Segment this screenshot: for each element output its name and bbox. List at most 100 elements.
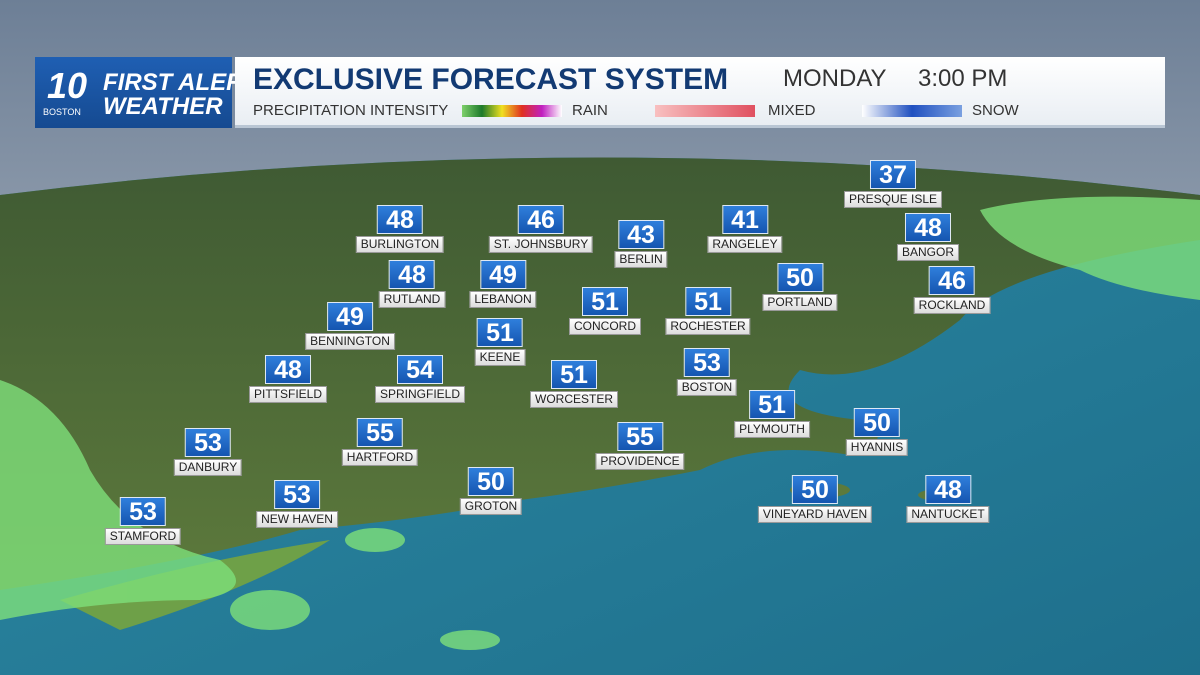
city-marker: 53 STAMFORD [104, 497, 182, 545]
city-marker: 37 PRESQUE ISLE [843, 160, 943, 208]
city-name: PORTLAND [762, 294, 838, 311]
city-marker: 53 NEW HAVEN [256, 480, 338, 528]
city-name: BOSTON [676, 379, 738, 396]
city-marker: 48 PITTSFIELD [248, 355, 328, 403]
city-temp: 46 [929, 266, 975, 295]
logo-number: 10 [47, 65, 88, 106]
city-marker: 51 WORCESTER [530, 360, 618, 408]
city-marker: 50 GROTON [459, 467, 523, 515]
city-name: RUTLAND [378, 291, 446, 308]
city-temp: 41 [721, 205, 768, 234]
city-temp: 50 [776, 263, 823, 292]
city-temp: 48 [264, 355, 311, 384]
city-marker: 55 PROVIDENCE [595, 422, 685, 470]
city-temp: 55 [616, 422, 663, 451]
city-temp: 51 [477, 318, 523, 347]
city-temp: 49 [479, 260, 526, 289]
city-temp: 50 [853, 408, 900, 437]
rain-swatch [462, 105, 562, 117]
legend-item: MIXED [768, 102, 816, 119]
city-temp: 51 [582, 287, 628, 316]
city-marker: 51 ROCHESTER [665, 287, 751, 335]
city-name: VINEYARD HAVEN [757, 506, 873, 523]
city-marker: 48 RUTLAND [378, 260, 446, 308]
city-name: PITTSFIELD [248, 386, 328, 403]
city-temp: 51 [551, 360, 597, 389]
city-name: BENNINGTON [305, 333, 395, 350]
city-name: SPRINGFIELD [374, 386, 466, 403]
legend-label: PRECIPITATION INTENSITY [253, 102, 449, 119]
day: MONDAY [783, 65, 887, 92]
city-name: BURLINGTON [355, 236, 445, 253]
city-marker: 49 LEBANON [469, 260, 537, 308]
legend-item: RAIN [572, 102, 608, 119]
city-name: KEENE [474, 349, 526, 366]
city-name: RANGELEY [707, 236, 783, 253]
city-name: HARTFORD [341, 449, 419, 466]
city-name: WORCESTER [530, 391, 618, 408]
city-temp: 50 [792, 475, 838, 504]
city-marker: 51 KEENE [474, 318, 526, 366]
city-marker: 48 BANGOR [896, 213, 960, 261]
logo-line1: FIRST ALERT [103, 69, 258, 96]
city-temp: 48 [377, 205, 423, 234]
city-temp: 50 [467, 467, 514, 496]
logo-line2: WEATHER [103, 93, 223, 120]
snow-swatch [862, 105, 962, 117]
city-marker: 55 HARTFORD [341, 418, 419, 466]
city-temp: 48 [388, 260, 435, 289]
city-marker: 50 HYANNIS [845, 408, 909, 456]
city-marker: 54 SPRINGFIELD [374, 355, 466, 403]
city-temp: 48 [925, 475, 971, 504]
city-name: PLYMOUTH [734, 421, 810, 438]
city-temp: 54 [396, 355, 443, 384]
city-marker: 50 VINEYARD HAVEN [757, 475, 873, 523]
city-name: ROCKLAND [913, 297, 991, 314]
city-marker: 53 BOSTON [676, 348, 738, 396]
city-marker: 48 BURLINGTON [355, 205, 445, 253]
city-name: NANTUCKET [906, 506, 990, 523]
station-logo: 10 BOSTON FIRST ALERT WEATHER [35, 57, 258, 128]
city-name: BERLIN [614, 251, 668, 268]
city-marker: 50 PORTLAND [762, 263, 838, 311]
city-temp: 49 [326, 302, 373, 331]
city-name: NEW HAVEN [256, 511, 338, 528]
city-name: GROTON [459, 498, 523, 515]
city-name: PROVIDENCE [595, 453, 685, 470]
city-name: ST. JOHNSBURY [488, 236, 594, 253]
city-temp: 53 [273, 480, 320, 509]
city-marker: 53 DANBURY [173, 428, 243, 476]
mixed-swatch [655, 105, 755, 117]
city-marker: 48 NANTUCKET [906, 475, 990, 523]
city-marker: 51 CONCORD [569, 287, 641, 335]
city-temp: 53 [119, 497, 166, 526]
city-temp: 48 [904, 213, 951, 242]
city-name: HYANNIS [845, 439, 909, 456]
header-bar: EXCLUSIVE FORECAST SYSTEM MONDAY 3:00 PM… [235, 57, 1165, 128]
city-name: ROCHESTER [665, 318, 751, 335]
city-temp: 55 [356, 418, 403, 447]
city-temp: 53 [185, 428, 231, 457]
city-name: DANBURY [173, 459, 243, 476]
legend-item: SNOW [972, 102, 1019, 119]
city-temp: 46 [518, 205, 564, 234]
city-temp: 37 [870, 160, 916, 189]
time: 3:00 PM [918, 65, 1008, 92]
city-name: PRESQUE ISLE [843, 191, 943, 208]
city-name: STAMFORD [104, 528, 182, 545]
city-temp: 53 [684, 348, 730, 377]
city-marker: 46 ST. JOHNSBURY [488, 205, 594, 253]
logo-station: BOSTON [43, 107, 81, 117]
city-temp: 43 [617, 220, 664, 249]
city-marker: 51 PLYMOUTH [734, 390, 810, 438]
title: EXCLUSIVE FORECAST SYSTEM [253, 63, 729, 96]
city-name: BANGOR [896, 244, 960, 261]
city-marker: 41 RANGELEY [707, 205, 783, 253]
city-marker: 43 BERLIN [614, 220, 668, 268]
city-name: LEBANON [469, 291, 537, 308]
city-name: CONCORD [569, 318, 641, 335]
city-marker: 46 ROCKLAND [913, 266, 991, 314]
city-marker: 49 BENNINGTON [305, 302, 395, 350]
city-temp: 51 [748, 390, 795, 419]
